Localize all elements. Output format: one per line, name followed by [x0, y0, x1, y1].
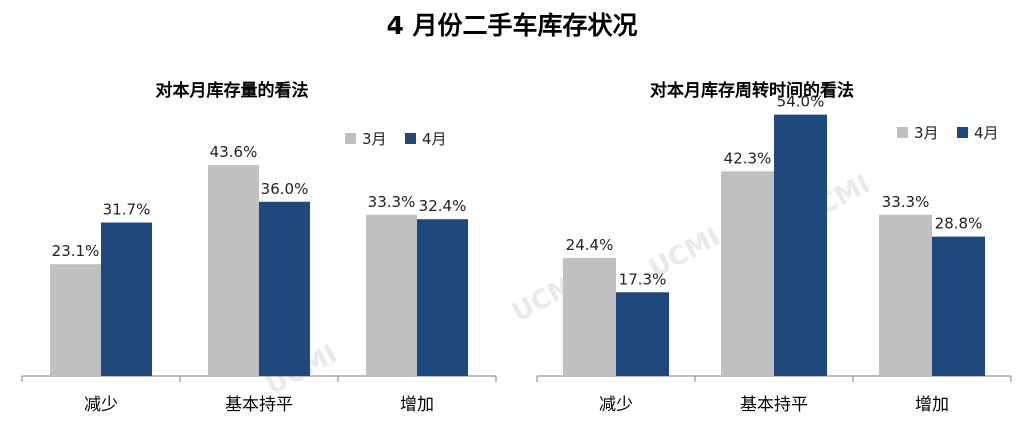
data-label: 28.8%	[935, 215, 983, 233]
bar	[366, 214, 417, 376]
bar	[563, 257, 616, 376]
legend-swatch	[345, 133, 356, 144]
bar	[259, 201, 310, 376]
legend-swatch	[957, 127, 968, 138]
category-label: 基本持平	[225, 395, 293, 415]
bar	[932, 236, 985, 376]
legend-label: 3月	[362, 130, 387, 148]
legend-label: 4月	[974, 124, 999, 142]
data-label: 31.7%	[103, 201, 151, 219]
legend-swatch	[405, 133, 416, 144]
bar	[208, 164, 259, 376]
data-label: 36.0%	[261, 180, 309, 198]
bar	[774, 114, 827, 376]
chart-1: 对本月库存量的看法 3月 4月 23.1% 31.7% 减少 43.6% 36.0% 基本持平 3…	[21, 80, 497, 415]
bar	[101, 222, 152, 376]
data-label: 32.4%	[419, 197, 467, 215]
category-label: 增加	[400, 395, 434, 415]
category-label: 减少	[599, 395, 633, 415]
data-label: 24.4%	[566, 236, 614, 254]
category-label: 增加	[915, 395, 949, 415]
data-label: 17.3%	[619, 270, 667, 288]
bar	[616, 292, 669, 376]
page-title: 4 月份二手车库存状况	[386, 11, 638, 40]
legend-swatch	[897, 127, 908, 138]
legend-label: 4月	[422, 130, 447, 148]
bar	[50, 264, 101, 376]
chart-title: 对本月库存量的看法	[156, 80, 309, 101]
chart-title: 对本月库存周转时间的看法	[650, 80, 854, 101]
chart-2: 对本月库存周转时间的看法 3月 4月 24.4% 17.3% 减少 42.3% 54.0% 基本…	[536, 80, 1012, 415]
legend-label: 3月	[914, 124, 939, 142]
bar	[721, 171, 774, 376]
data-label: 33.3%	[882, 193, 930, 211]
category-label: 基本持平	[740, 395, 808, 415]
data-label: 54.0%	[777, 93, 825, 111]
data-label: 33.3%	[368, 193, 416, 211]
data-label: 42.3%	[724, 149, 772, 167]
bar	[417, 219, 468, 376]
data-label: 43.6%	[210, 143, 258, 161]
bar	[879, 214, 932, 376]
data-label: 23.1%	[52, 242, 100, 260]
category-label: 减少	[84, 395, 118, 415]
